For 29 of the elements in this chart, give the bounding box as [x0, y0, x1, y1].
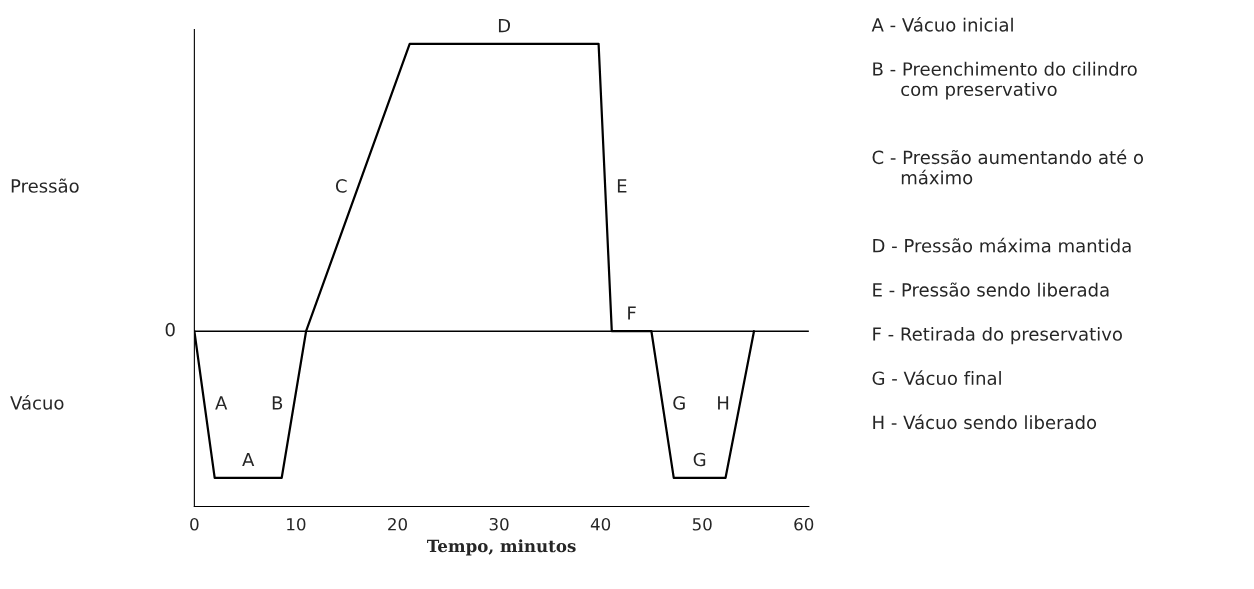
text: Vácuo	[10, 395, 64, 410]
annotation: A	[215, 396, 228, 410]
annotation: H	[718, 396, 729, 410]
text: H - Vácuo sendo liberado	[873, 414, 1097, 430]
x-axis-title: Tempo, minutos	[427, 539, 576, 556]
annotation: A	[242, 452, 255, 467]
text: D - Pressão máxima mantida	[873, 237, 1131, 253]
text: B - Preenchimento do cilindro com preservativo	[873, 61, 1137, 100]
text: Pressão	[11, 178, 79, 193]
ref-line-label: 0	[165, 322, 175, 337]
annotation: E	[617, 179, 627, 193]
text: E - Pressão sendo liberada	[873, 282, 1109, 297]
x-tick-label: 60	[794, 517, 814, 531]
annotation: C	[335, 179, 347, 193]
text: C - Pressão aumentando até o máximo	[872, 149, 1144, 185]
text: A - Vácuo inicial	[871, 16, 1013, 32]
annotation: G	[673, 396, 685, 410]
text: F - Retirada do preservativo	[873, 326, 1122, 345]
x-tick-label: 40	[590, 517, 611, 531]
text: D	[498, 18, 511, 33]
x-tick-label: 0	[190, 517, 199, 531]
annotation: F	[628, 306, 636, 320]
x-tick-label: 50	[692, 517, 712, 531]
x-tick-label: 20	[388, 517, 407, 531]
x-tick-label: 10	[287, 517, 306, 531]
annotation: B	[272, 396, 283, 410]
annotation: G	[693, 452, 706, 467]
text: G - Vácuo final	[872, 370, 1001, 386]
x-tick-label: 30	[489, 517, 509, 531]
